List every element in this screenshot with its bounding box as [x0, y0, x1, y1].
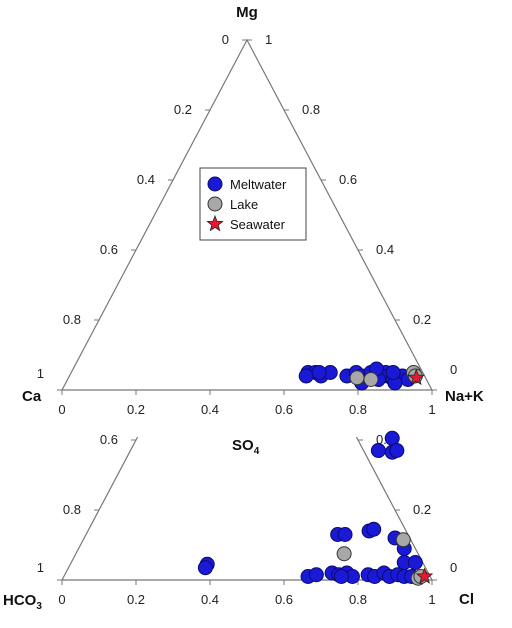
hco3-label-main: HCO: [3, 592, 37, 609]
point-lake: [349, 370, 365, 386]
cation-bottom-tick-label: 0.4: [201, 402, 219, 417]
cation-right-tick-label: 0.6: [339, 172, 357, 187]
point-meltwater: [389, 443, 405, 458]
anion-right-tick-label: 0.2: [413, 502, 431, 517]
cation-point-group: [298, 361, 425, 391]
anion-bottom-tick-label: 0.6: [275, 592, 293, 607]
cation-bottom-tick-label: 1: [428, 402, 435, 417]
vertex-label-mg: Mg: [236, 4, 258, 21]
cation-right-tick-label: 0.2: [413, 312, 431, 327]
legend: Meltwater Lake Seawater: [199, 167, 307, 241]
cation-bottom-tick-label: 0.2: [127, 402, 145, 417]
legend-marker-lake: [207, 196, 223, 212]
point-meltwater: [337, 527, 353, 542]
anion-bottom-tick-label: 0: [58, 592, 65, 607]
point-meltwater: [333, 569, 349, 584]
point-seawater: [407, 368, 425, 386]
cation-right-tick-label: 0: [450, 362, 457, 377]
point-meltwater: [311, 365, 327, 380]
cation-bottom-tick-label: 0.6: [275, 402, 293, 417]
point-meltwater: [298, 368, 314, 384]
cation-bottom-tick-label: 0.8: [349, 402, 367, 417]
cation-left-tick-label: 1: [37, 366, 44, 381]
anion-left-tick-label: 1: [37, 560, 44, 575]
anion-right-edge: [355, 436, 433, 581]
anion-left-tick-label: 0.8: [63, 502, 81, 517]
anion-right-tick-label: 0: [450, 560, 457, 575]
cation-tick-group: 0 0.2 0.4 0.6 0.8 1 1 0.8 0.6 0.4 0.2 0 0 0.2 0.4 0.6 0.…: [37, 32, 457, 417]
point-meltwater: [197, 560, 213, 576]
anion-left-tick-label: 0.6: [100, 432, 118, 447]
cation-right-tick-label: 0.8: [302, 102, 320, 117]
point-meltwater: [370, 443, 386, 458]
cation-left-tick-label: 0.6: [100, 242, 118, 257]
legend-label-seawater: Seawater: [230, 217, 286, 232]
anion-point-group: [197, 430, 434, 586]
point-lake: [363, 372, 379, 387]
anion-bottom-tick-label: 0.2: [127, 592, 145, 607]
point-meltwater: [308, 567, 324, 583]
cation-right-tick-label: 0.4: [376, 242, 394, 257]
vertex-label-so4: SO4: [232, 437, 260, 457]
vertex-label-ca: Ca: [22, 388, 42, 405]
hco3-label-sub: 3: [36, 601, 42, 612]
point-seawater: [415, 567, 434, 584]
point-meltwater: [385, 365, 401, 380]
anion-bottom-tick-label: 0.4: [201, 592, 219, 607]
point-lake: [336, 546, 352, 562]
legend-label-lake: Lake: [230, 197, 258, 212]
legend-marker-meltwater: [207, 176, 223, 192]
cation-left-tick-label: 0.8: [63, 312, 81, 327]
cation-right-tick-label: 1: [265, 32, 272, 47]
so4-label-main: SO: [232, 437, 254, 454]
anion-triangle: SO4 HCO3 Cl 00.20.40.60.810.60.810.40.20: [3, 430, 474, 612]
anion-bottom-tick-label: 1: [428, 592, 435, 607]
anion-left-edge: [61, 436, 139, 581]
point-meltwater: [366, 521, 382, 537]
vertex-label-cl: Cl: [459, 591, 474, 608]
legend-marker-seawater: [206, 214, 224, 232]
cation-bottom-tick-label: 0: [58, 402, 65, 417]
cation-left-tick-label: 0: [222, 32, 229, 47]
cation-triangle: Mg Ca Na+K 0 0.2 0.4 0.6 0.8 110.80.60.40.200…: [22, 4, 484, 417]
cation-left-tick-label: 0.2: [174, 102, 192, 117]
vertex-label-nak: Na+K: [445, 388, 484, 405]
anion-bottom-tick-label: 0.8: [349, 592, 367, 607]
point-lake: [395, 532, 411, 548]
cation-triangle-outline: [61, 38, 433, 391]
vertex-label-hco3: HCO3: [3, 592, 42, 612]
anion-tick-group: 00.20.40.60.810.60.810.40.20: [37, 432, 457, 607]
cation-left-tick-label: 0.4: [137, 172, 155, 187]
legend-label-meltwater: Meltwater: [230, 177, 287, 192]
so4-label-sub: 4: [254, 446, 260, 457]
point-meltwater: [407, 555, 423, 570]
